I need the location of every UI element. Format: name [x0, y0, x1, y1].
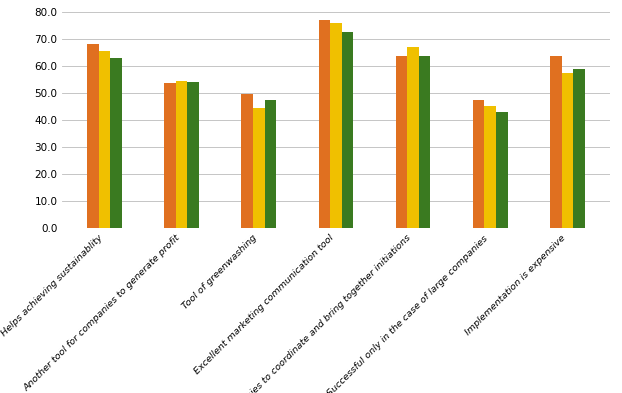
- Bar: [496, 112, 508, 228]
- Bar: [241, 94, 253, 228]
- Bar: [562, 73, 573, 228]
- Bar: [330, 22, 341, 228]
- Bar: [573, 68, 585, 228]
- Bar: [318, 20, 330, 228]
- Bar: [419, 56, 430, 228]
- Bar: [187, 82, 199, 228]
- Bar: [341, 32, 353, 228]
- Bar: [485, 107, 496, 228]
- Bar: [110, 58, 122, 228]
- Bar: [253, 108, 264, 228]
- Bar: [99, 51, 110, 228]
- Bar: [164, 83, 176, 228]
- Bar: [176, 81, 187, 228]
- Bar: [396, 56, 407, 228]
- Bar: [407, 47, 419, 228]
- Bar: [87, 44, 99, 228]
- Bar: [550, 56, 562, 228]
- Bar: [264, 99, 276, 228]
- Bar: [473, 99, 485, 228]
